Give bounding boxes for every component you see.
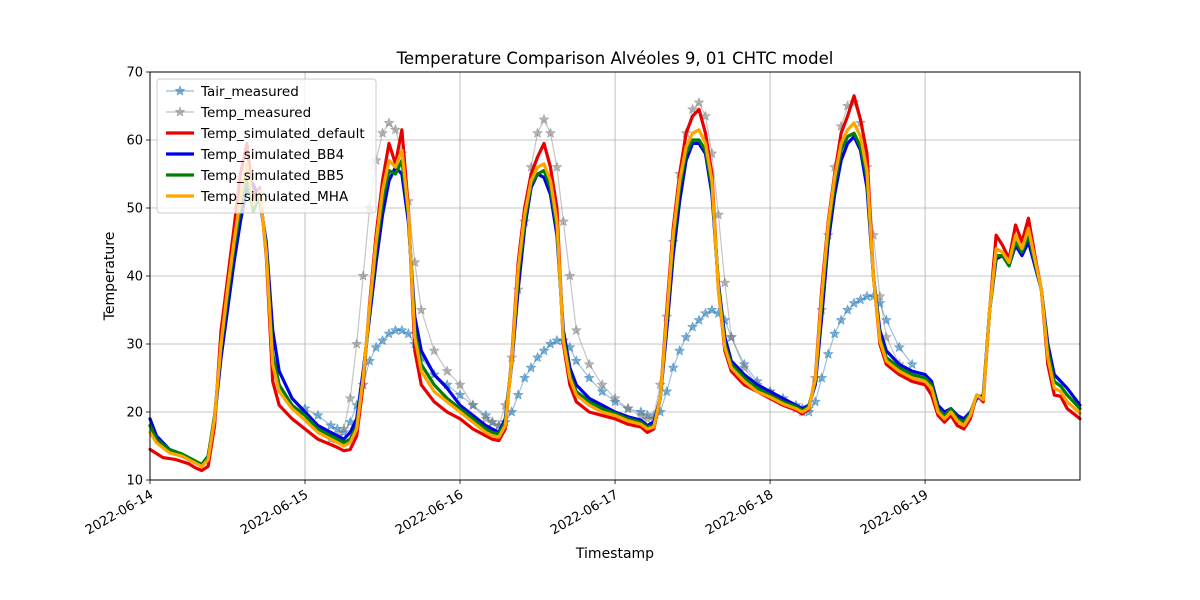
data-point-marker [383,328,395,339]
data-point-marker [596,379,608,390]
data-point-marker [532,127,544,138]
legend-label: Temp_simulated_BB4 [200,147,344,163]
y-tick-label: 60 [126,134,143,149]
data-point-marker [848,297,860,308]
legend-marker [174,106,186,117]
y-tick-label: 20 [126,406,143,421]
data-point-marker [661,385,673,397]
data-point-marker [822,348,834,359]
series-temp-simulated-default [148,94,1082,473]
data-point-marker [583,372,595,383]
data-point-marker [544,127,556,138]
series-layer [148,94,1082,473]
data-point-marker [415,304,427,315]
chart-title: Temperature Comparison Alvéoles 9, 01 CH… [396,49,834,68]
data-point-marker [687,103,699,115]
data-point-marker [622,402,634,414]
data-point-marker [680,331,692,342]
data-point-marker [564,270,576,281]
y-tick-label: 50 [126,202,143,217]
data-point-marker [596,385,608,397]
data-point-marker [674,345,686,356]
data-point-marker [687,321,699,332]
data-point-marker [583,358,595,370]
data-point-marker [693,96,705,108]
data-point-marker [383,117,395,128]
y-tick-label: 70 [126,66,143,81]
data-point-marker [854,294,866,305]
legend-item: Temp_simulated_default [166,126,365,142]
data-point-marker [609,392,621,404]
series-temp-simulated-bb5 [148,131,1082,466]
data-point-marker [609,396,621,407]
series-line [148,121,1082,468]
data-point-marker [906,358,918,370]
data-point-marker [551,161,563,172]
legend: Tair_measured Temp_measured Temp_simulated… [156,78,377,214]
data-point-marker [829,328,841,339]
data-point-marker [344,392,356,404]
legend-item: Temp_simulated_MHA [166,189,349,205]
data-point-marker [557,215,569,227]
data-point-marker [641,413,653,424]
x-axis-label: Timestamp [575,546,654,562]
legend-item: Tair_measured [166,84,299,100]
data-point-marker [693,314,705,325]
data-point-marker [454,389,466,400]
legend-item: Temp_measured [166,105,311,121]
legend-item: Temp_simulated_BB4 [166,147,344,163]
data-point-marker [667,362,679,373]
series-line [148,131,1082,466]
data-point-marker [525,362,537,373]
legend-marker [174,85,186,96]
y-tick-label: 40 [126,270,143,285]
data-point-marker [544,338,556,349]
y-tick-label: 30 [126,338,143,353]
data-point-marker [512,389,524,400]
data-point-marker [357,270,369,281]
legend-item: Temp_simulated_BB5 [166,168,344,184]
y-tick-label: 10 [126,474,143,489]
data-point-marker [402,328,414,339]
data-point-marker [519,372,531,383]
data-point-marker [893,341,905,353]
data-point-marker [351,338,363,349]
legend-label: Temp_simulated_MHA [200,189,349,205]
series-line [148,94,1082,473]
legend-label: Temp_measured [200,105,311,121]
legend-label: Temp_simulated_default [200,126,365,142]
data-point-marker [532,351,544,363]
y-axis-label: Temperature [102,232,118,322]
data-point-marker [570,355,582,366]
data-point-marker [441,365,453,376]
data-point-marker [835,314,847,325]
data-point-marker [538,113,550,125]
legend-box [156,78,377,214]
data-point-marker [312,409,324,421]
legend-label: Temp_simulated_BB5 [200,168,344,184]
data-point-marker [338,423,350,434]
data-point-marker [377,127,389,138]
data-point-marker [719,277,731,288]
data-point-marker [880,314,892,325]
data-point-marker [467,399,479,410]
data-point-marker [428,345,440,356]
data-point-marker [377,334,389,346]
data-point-marker [725,331,737,342]
data-point-marker [738,362,750,373]
data-point-marker [370,341,382,353]
data-point-marker [389,124,401,135]
series-temp-simulated-mha [148,121,1082,468]
data-point-marker [570,324,582,336]
data-point-marker [842,304,854,315]
data-point-marker [699,307,711,319]
legend-label: Tair_measured [200,84,299,100]
data-point-marker [454,379,466,390]
data-point-marker [538,345,550,356]
